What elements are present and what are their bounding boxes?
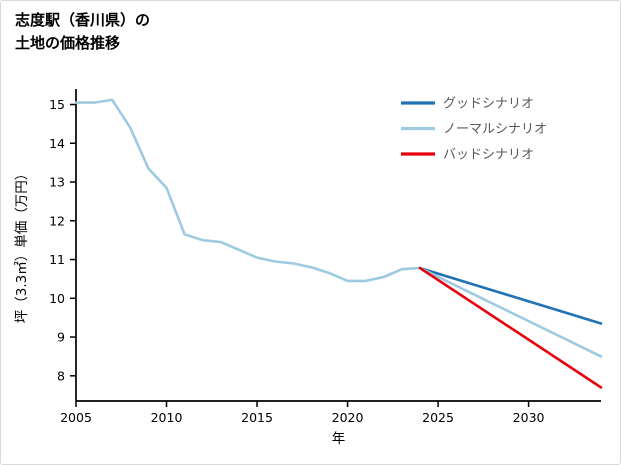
chart-title-line2: 土地の価格推移 — [15, 34, 121, 53]
y-tick-label: 15 — [49, 97, 65, 112]
x-tick-label: 2005 — [60, 410, 92, 425]
chart-title: 志度駅（香川県）の 土地の価格推移 — [15, 9, 150, 56]
y-tick-label: 14 — [49, 136, 65, 151]
chart-title-line1: 志度駅（香川県）の — [15, 11, 151, 29]
x-tick-label: 2010 — [151, 410, 183, 425]
x-tick-label: 2015 — [241, 410, 273, 425]
y-tick-label: 11 — [49, 252, 65, 267]
series-line-ノーマルシナリオ — [418, 266, 603, 358]
legend-label: バッドシナリオ — [443, 148, 534, 163]
legend-label: グッドシナリオ — [443, 97, 534, 112]
series-line-バッドシナリオ — [418, 266, 603, 389]
x-tick-label: 2030 — [513, 410, 545, 425]
legend-label: ノーマルシナリオ — [443, 122, 547, 137]
series-line-グッドシナリオ — [418, 266, 603, 325]
y-axis-title: 坪（3.3㎡）単価（万円） — [14, 167, 30, 323]
x-tick-label: 2025 — [422, 410, 454, 425]
y-tick-label: 8 — [57, 368, 65, 383]
series-line-実績（歴史データ） — [74, 98, 422, 283]
x-tick-label: 2020 — [332, 410, 364, 425]
x-axis-title: 年 — [332, 431, 346, 447]
y-tick-label: 13 — [49, 175, 65, 190]
y-tick-label: 9 — [57, 330, 65, 345]
y-tick-label: 12 — [49, 213, 65, 228]
y-tick-label: 10 — [49, 291, 65, 306]
